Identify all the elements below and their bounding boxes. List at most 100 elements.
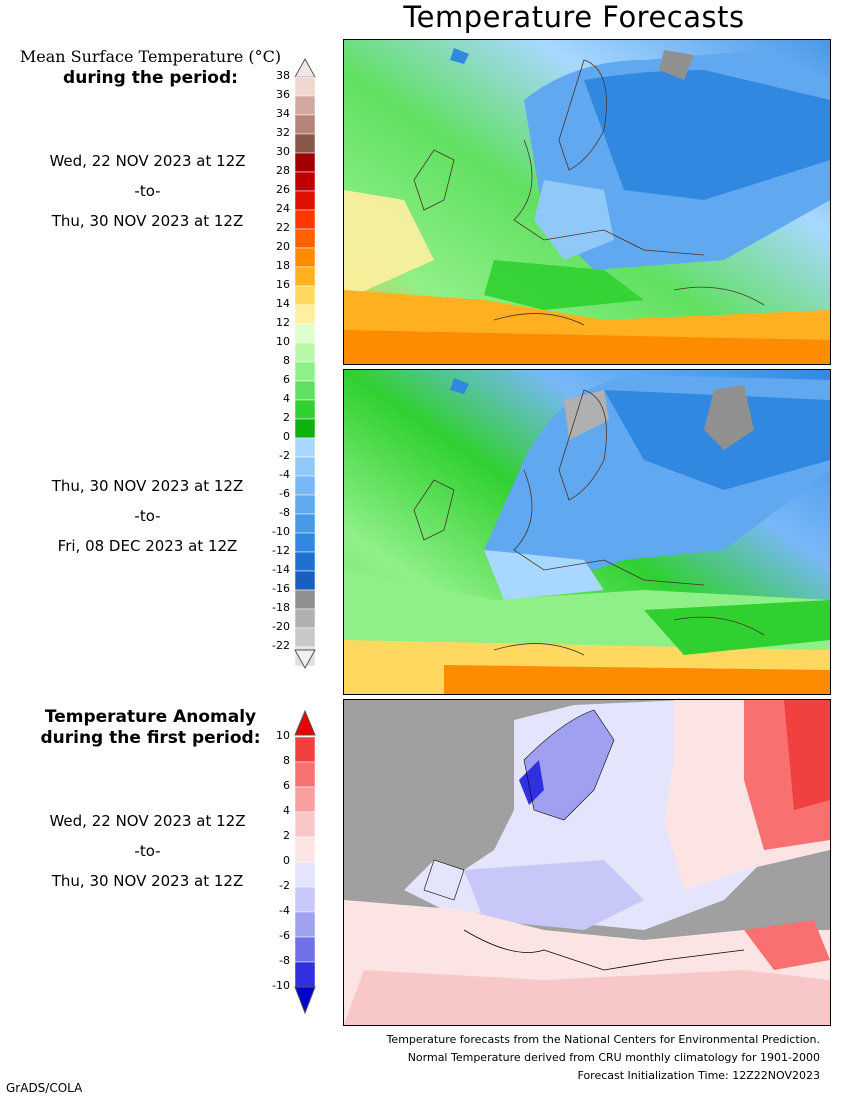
temp-tick-1: 36 bbox=[276, 88, 290, 101]
temp-seg-18 bbox=[294, 418, 316, 439]
temp-seg-23 bbox=[294, 513, 316, 534]
anom-tick-1: 8 bbox=[283, 754, 290, 767]
anomaly-map bbox=[343, 699, 831, 1026]
temp-seg-5 bbox=[294, 171, 316, 192]
temp-seg-25 bbox=[294, 551, 316, 572]
temp-tick-8: 22 bbox=[276, 221, 290, 234]
temp-seg-21 bbox=[294, 475, 316, 496]
anom-seg-2 bbox=[294, 786, 316, 813]
temp-tick-17: 4 bbox=[283, 392, 290, 405]
period1-from: Wed, 22 NOV 2023 at 12Z bbox=[49, 152, 246, 170]
temp-seg-29 bbox=[294, 627, 316, 648]
colorbar-bottom-arrow bbox=[294, 649, 316, 670]
temp-seg-2 bbox=[294, 114, 316, 135]
temp-seg-17 bbox=[294, 399, 316, 420]
temp-seg-19 bbox=[294, 437, 316, 458]
colorbar-title: Mean Surface Temperature (°C) bbox=[19, 47, 282, 66]
period2-from: Thu, 30 NOV 2023 at 12Z bbox=[51, 477, 244, 495]
period2-to-word: -to- bbox=[134, 507, 161, 525]
anomaly-to-word: -to- bbox=[134, 842, 161, 860]
temp-tick-24: -10 bbox=[272, 525, 290, 538]
temp-tick-7: 24 bbox=[276, 202, 290, 215]
anom-seg-5 bbox=[294, 861, 316, 888]
temp-seg-6 bbox=[294, 190, 316, 211]
temp-tick-20: -2 bbox=[279, 449, 290, 462]
temp-seg-9 bbox=[294, 247, 316, 268]
anom-seg-0 bbox=[294, 736, 316, 763]
temp-tick-15: 8 bbox=[283, 354, 290, 367]
temp-tick-18: 2 bbox=[283, 411, 290, 424]
anomaly-colorbar bbox=[294, 710, 316, 1015]
anom-tick-6: -2 bbox=[279, 879, 290, 892]
temp-seg-24 bbox=[294, 532, 316, 553]
anomaly-subtitle: during the first period: bbox=[40, 728, 261, 748]
temp-tick-14: 10 bbox=[276, 335, 290, 348]
temp-seg-1 bbox=[294, 95, 316, 116]
anom-tick-4: 2 bbox=[283, 829, 290, 842]
anom-tick-5: 0 bbox=[283, 854, 290, 867]
temp-seg-28 bbox=[294, 608, 316, 629]
anom-seg-9 bbox=[294, 961, 316, 988]
temp-seg-16 bbox=[294, 380, 316, 401]
anomaly-from: Wed, 22 NOV 2023 at 12Z bbox=[49, 812, 246, 830]
temp-tick-5: 28 bbox=[276, 164, 290, 177]
temp-tick-26: -14 bbox=[272, 563, 290, 576]
temp-seg-4 bbox=[294, 152, 316, 173]
anom-seg-8 bbox=[294, 936, 316, 963]
temp-tick-11: 16 bbox=[276, 278, 290, 291]
period1-to: Thu, 30 NOV 2023 at 12Z bbox=[51, 212, 244, 230]
period1-to-word: -to- bbox=[134, 182, 161, 200]
footer-line3: Forecast Initialization Time: 12Z22NOV20… bbox=[577, 1069, 820, 1082]
temp-seg-10 bbox=[294, 266, 316, 287]
temp-tick-28: -18 bbox=[272, 601, 290, 614]
temperature-colorbar bbox=[294, 58, 316, 670]
page-title: Temperature Forecasts bbox=[403, 0, 745, 34]
colorbar-subtitle: during the period: bbox=[63, 68, 238, 88]
temp-tick-12: 14 bbox=[276, 297, 290, 310]
anom-seg-7 bbox=[294, 911, 316, 938]
temp-seg-15 bbox=[294, 361, 316, 382]
temp-seg-8 bbox=[294, 228, 316, 249]
temp-tick-10: 18 bbox=[276, 259, 290, 272]
anomaly-bottom-arrow bbox=[294, 986, 316, 1015]
temp-seg-26 bbox=[294, 570, 316, 591]
anom-tick-10: -10 bbox=[272, 979, 290, 992]
anomaly-title: Temperature Anomaly bbox=[44, 707, 257, 727]
anom-seg-3 bbox=[294, 811, 316, 838]
temp-seg-3 bbox=[294, 133, 316, 154]
anom-tick-2: 6 bbox=[283, 779, 290, 792]
anomaly-top-arrow bbox=[294, 710, 316, 736]
anom-tick-9: -8 bbox=[279, 954, 290, 967]
anom-seg-6 bbox=[294, 886, 316, 913]
temp-tick-2: 34 bbox=[276, 107, 290, 120]
temp-seg-11 bbox=[294, 285, 316, 306]
temp-seg-7 bbox=[294, 209, 316, 230]
temp-tick-3: 32 bbox=[276, 126, 290, 139]
forecast-map-period2 bbox=[343, 369, 831, 695]
temp-seg-14 bbox=[294, 342, 316, 363]
temp-seg-12 bbox=[294, 304, 316, 325]
temp-tick-19: 0 bbox=[283, 430, 290, 443]
temp-tick-30: -22 bbox=[272, 639, 290, 652]
temp-seg-20 bbox=[294, 456, 316, 477]
anom-seg-1 bbox=[294, 761, 316, 788]
anomaly-to: Thu, 30 NOV 2023 at 12Z bbox=[51, 872, 244, 890]
temp-tick-9: 20 bbox=[276, 240, 290, 253]
temp-tick-23: -8 bbox=[279, 506, 290, 519]
colorbar-top-arrow bbox=[294, 58, 316, 78]
anom-seg-4 bbox=[294, 836, 316, 863]
temp-tick-16: 6 bbox=[283, 373, 290, 386]
temp-tick-13: 12 bbox=[276, 316, 290, 329]
anom-tick-0: 10 bbox=[276, 729, 290, 742]
temp-tick-4: 30 bbox=[276, 145, 290, 158]
temp-seg-13 bbox=[294, 323, 316, 344]
footer-line1: Temperature forecasts from the National … bbox=[386, 1033, 820, 1046]
temp-tick-22: -6 bbox=[279, 487, 290, 500]
anom-tick-7: -4 bbox=[279, 904, 290, 917]
period2-to: Fri, 08 DEC 2023 at 12Z bbox=[57, 537, 238, 555]
anom-tick-3: 4 bbox=[283, 804, 290, 817]
temp-tick-0: 38 bbox=[276, 69, 290, 82]
temp-seg-0 bbox=[294, 76, 316, 97]
temp-seg-27 bbox=[294, 589, 316, 610]
temp-tick-6: 26 bbox=[276, 183, 290, 196]
